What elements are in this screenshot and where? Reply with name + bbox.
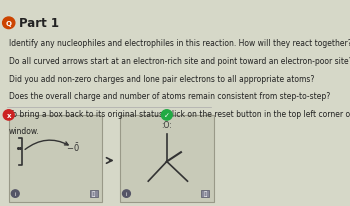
Text: Identify any nucleophiles and electrophiles in this reaction. How will they reac: Identify any nucleophiles and electrophi… [9, 39, 350, 48]
Text: window.: window. [9, 127, 40, 136]
Circle shape [2, 18, 15, 29]
Text: x: x [6, 112, 11, 118]
Text: To bring a box back to its original status, click on the reset button in the top: To bring a box back to its original stat… [9, 109, 350, 118]
Text: Do all curved arrows start at an electron-rich site and point toward an electron: Do all curved arrows start at an electro… [9, 57, 350, 66]
FancyArrowPatch shape [25, 140, 68, 150]
Text: $-\bar{0}$: $-\bar{0}$ [66, 141, 80, 154]
Text: ✓: ✓ [164, 112, 170, 118]
Text: ⤢: ⤢ [92, 191, 96, 197]
FancyBboxPatch shape [9, 115, 103, 202]
Text: Did you add non-zero charges and lone pair electrons to all appropriate atoms?: Did you add non-zero charges and lone pa… [9, 74, 314, 83]
Circle shape [11, 190, 19, 197]
Circle shape [161, 110, 172, 121]
Text: Q: Q [6, 21, 12, 27]
Text: Does the overall charge and number of atoms remain consistent from step-to-step?: Does the overall charge and number of at… [9, 92, 330, 101]
Text: i: i [126, 191, 127, 196]
FancyBboxPatch shape [120, 115, 214, 202]
Text: :O:: :O: [161, 121, 172, 130]
Text: Part 1: Part 1 [19, 17, 58, 30]
Circle shape [122, 190, 131, 197]
Circle shape [3, 110, 14, 121]
FancyBboxPatch shape [201, 190, 209, 197]
Text: ⤢: ⤢ [203, 191, 206, 197]
FancyBboxPatch shape [90, 190, 98, 197]
Text: i: i [14, 191, 16, 196]
